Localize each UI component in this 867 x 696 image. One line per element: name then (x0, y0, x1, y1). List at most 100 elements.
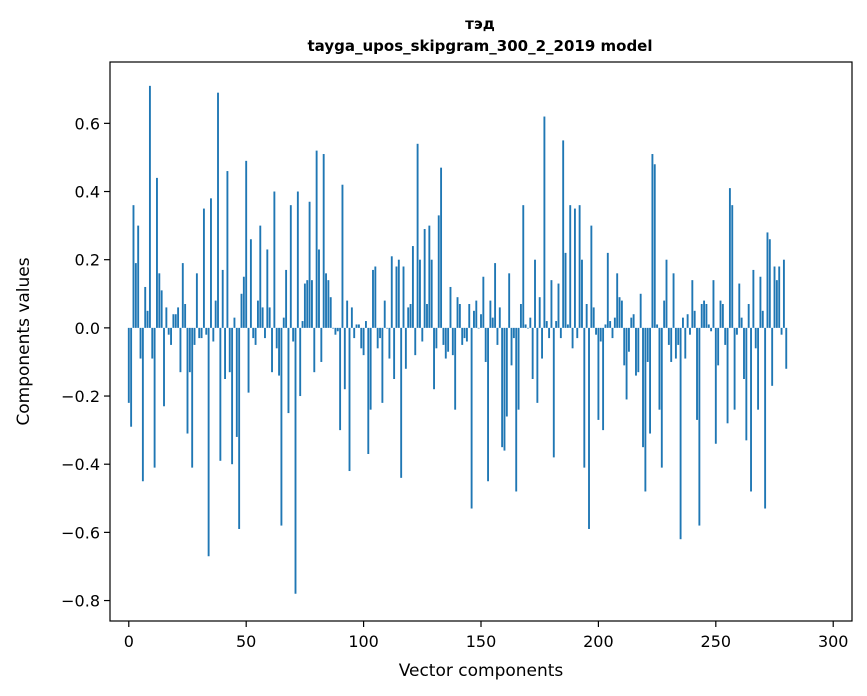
bar-19 (172, 314, 175, 328)
bar-83 (322, 154, 325, 328)
bar-41 (224, 327, 226, 379)
bar-257 (731, 205, 734, 328)
bar-56 (259, 225, 262, 328)
x-tick-label: 0 (124, 632, 134, 651)
bar-233 (674, 327, 677, 359)
bar-269 (759, 276, 762, 328)
bar-254 (724, 327, 727, 345)
bar-224 (653, 164, 656, 328)
bar-45 (233, 317, 236, 328)
bar-168 (522, 205, 525, 328)
bar-228 (663, 300, 666, 328)
bar-131 (435, 327, 438, 349)
bar-17 (167, 327, 170, 335)
bar-93 (346, 300, 349, 328)
bar-85 (327, 280, 330, 328)
bar-125 (421, 327, 424, 342)
bar-100 (362, 327, 365, 356)
bar-119 (407, 307, 410, 328)
bar-46 (235, 327, 238, 437)
bar-175 (538, 297, 541, 328)
bar-206 (611, 327, 614, 339)
bar-165 (515, 327, 518, 492)
bar-50 (245, 160, 248, 328)
bar-114 (395, 266, 398, 328)
bar-212 (625, 327, 628, 400)
bar-153 (487, 327, 489, 482)
bar-63 (275, 327, 278, 349)
bar-67 (285, 269, 288, 328)
bar-43 (228, 327, 231, 373)
bar-102 (367, 327, 370, 454)
bar-74 (301, 321, 304, 328)
bar-136 (447, 327, 450, 352)
bar-240 (691, 280, 694, 328)
bar-275 (773, 266, 776, 328)
bar-66 (282, 317, 285, 328)
bar-238 (686, 314, 689, 328)
bar-37 (214, 300, 217, 328)
bar-132 (437, 215, 440, 328)
bar-0 (127, 327, 130, 403)
bar-53 (252, 327, 255, 339)
bar-191 (576, 327, 579, 339)
bar-2 (132, 205, 135, 328)
bar-201 (599, 327, 602, 342)
bar-115 (397, 259, 400, 328)
bar-220 (644, 327, 647, 492)
bar-117 (402, 266, 405, 328)
bar-75 (303, 283, 306, 328)
bar-274 (771, 327, 774, 386)
bar-105 (374, 266, 377, 328)
bar-4 (137, 225, 140, 328)
bar-193 (581, 259, 583, 328)
bar-227 (660, 327, 663, 468)
bar-232 (672, 273, 675, 328)
y-tick-label: −0.2 (61, 387, 100, 406)
bar-123 (416, 143, 419, 328)
x-tick-label: 100 (348, 632, 379, 651)
bars-group (127, 85, 788, 594)
bar-51 (247, 327, 250, 393)
bar-261 (740, 317, 743, 328)
bar-195 (585, 304, 588, 328)
bar-199 (595, 327, 597, 335)
bar-103 (369, 327, 372, 410)
bar-36 (212, 327, 215, 342)
bar-267 (754, 327, 757, 349)
bar-265 (750, 327, 752, 492)
x-axis-label: Vector components (399, 661, 564, 681)
bar-23 (181, 263, 184, 328)
bar-68 (287, 327, 290, 414)
bar-202 (602, 327, 605, 431)
bar-150 (480, 314, 482, 328)
bar-218 (639, 293, 642, 328)
bar-8 (146, 310, 149, 328)
bar-176 (541, 327, 543, 359)
bar-244 (700, 304, 703, 328)
bar-89 (336, 327, 339, 332)
bar-221 (646, 327, 649, 362)
bar-95 (350, 307, 353, 328)
bar-128 (428, 225, 431, 328)
bar-101 (365, 321, 367, 328)
bar-152 (484, 327, 487, 362)
bar-178 (545, 321, 548, 328)
bar-127 (426, 304, 428, 328)
bar-159 (501, 327, 504, 448)
bar-86 (329, 297, 332, 328)
bar-236 (682, 317, 684, 328)
y-tick-label: 0.2 (75, 251, 100, 270)
bar-256 (728, 188, 731, 328)
bar-7 (144, 286, 147, 328)
bar-73 (299, 327, 302, 397)
x-tick-label: 300 (818, 632, 849, 651)
bar-11 (153, 327, 156, 468)
bar-266 (752, 269, 755, 328)
bar-158 (498, 307, 501, 328)
chart-titles: тэд tayga_upos_skipgram_300_2_2019 model (308, 15, 653, 55)
bar-33 (205, 327, 208, 335)
bar-59 (266, 249, 269, 328)
bar-226 (658, 327, 661, 410)
bar-203 (604, 324, 607, 328)
